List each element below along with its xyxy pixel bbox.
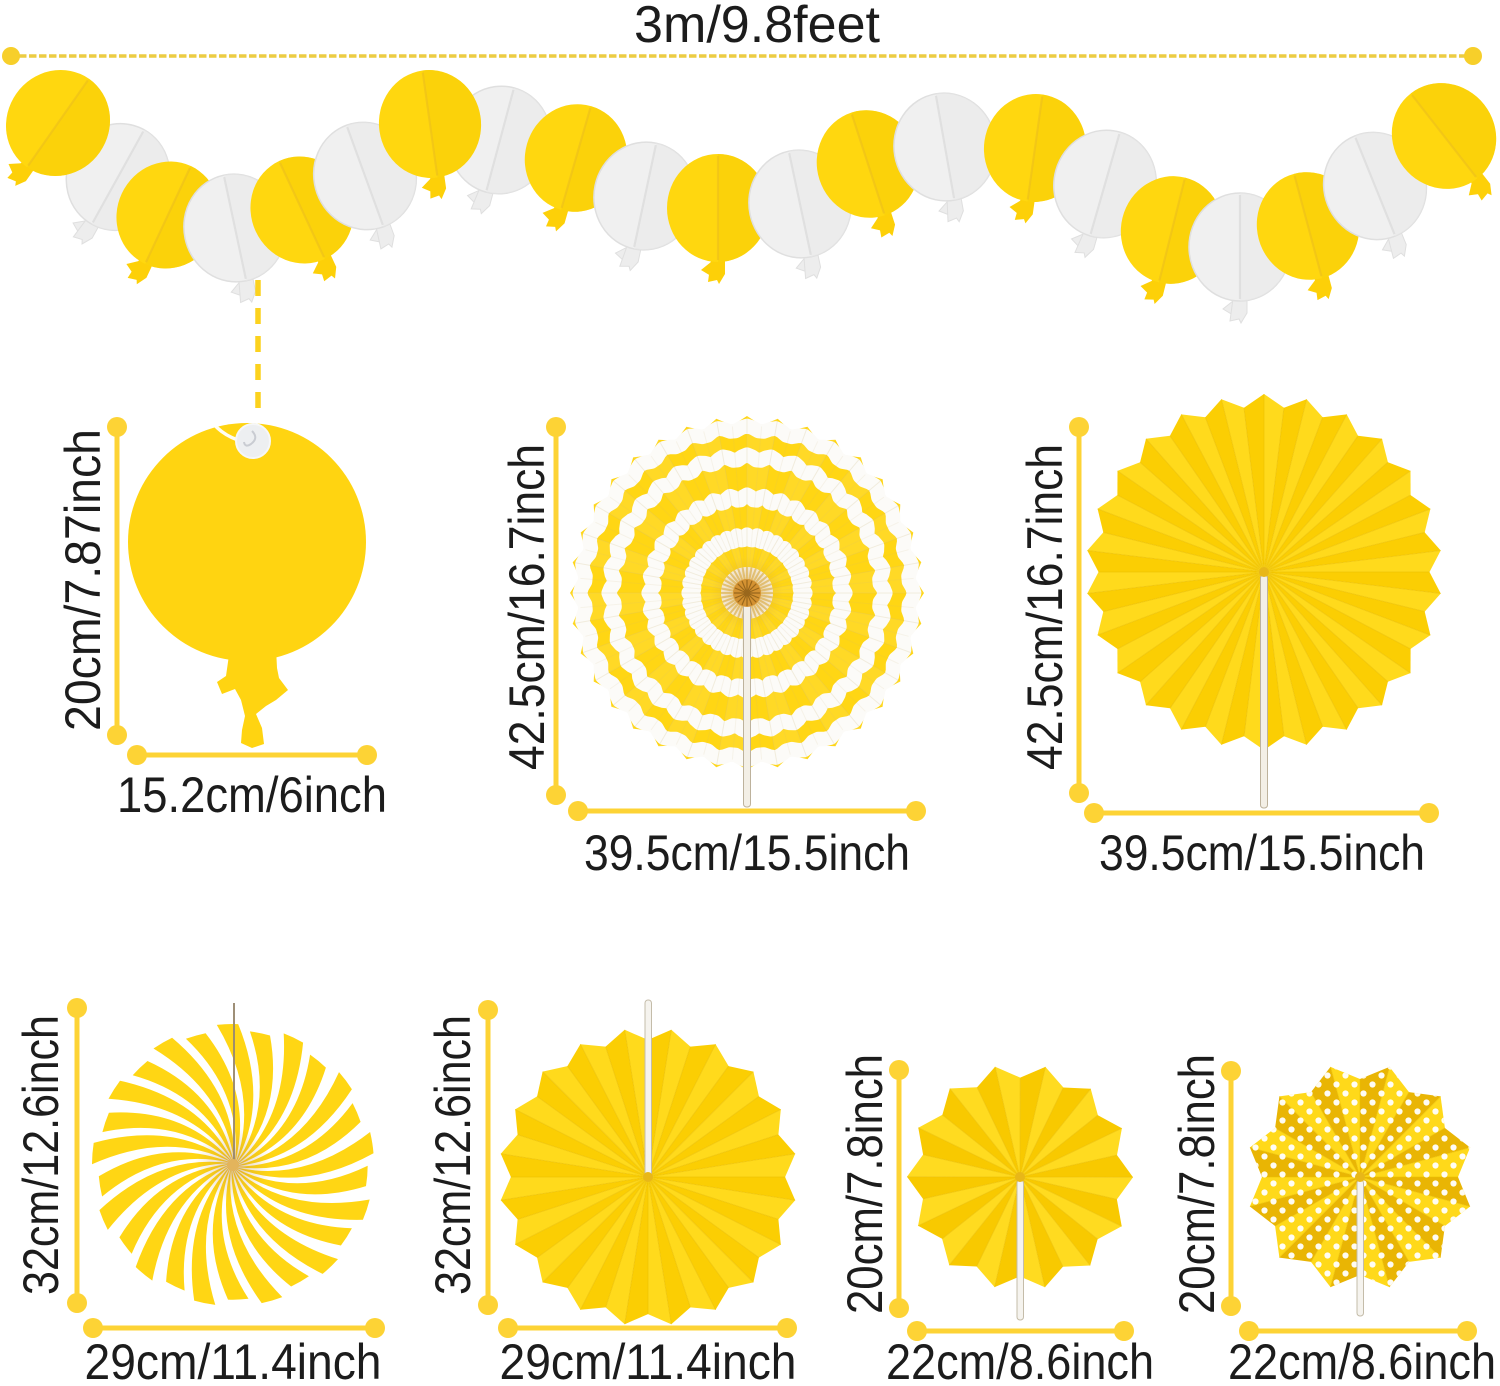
svg-text:20cm/7.87inch: 20cm/7.87inch [55,429,111,731]
svg-text:42.5cm/16.7inch: 42.5cm/16.7inch [499,444,555,770]
svg-text:22cm/8.6inch: 22cm/8.6inch [886,1334,1154,1386]
svg-text:15.2cm/6inch: 15.2cm/6inch [117,767,387,823]
svg-text:22cm/8.6inch: 22cm/8.6inch [1228,1334,1496,1386]
svg-text:29cm/11.4inch: 29cm/11.4inch [500,1334,797,1386]
svg-text:32cm/12.6inch: 32cm/12.6inch [425,1015,481,1295]
svg-text:20cm/7.8inch: 20cm/7.8inch [1169,1054,1225,1314]
svg-text:29cm/11.4inch: 29cm/11.4inch [85,1334,382,1386]
svg-text:39.5cm/15.5inch: 39.5cm/15.5inch [1099,825,1425,881]
svg-text:39.5cm/15.5inch: 39.5cm/15.5inch [584,825,910,881]
svg-text:32cm/12.6inch: 32cm/12.6inch [13,1015,69,1295]
svg-text:20cm/7.8inch: 20cm/7.8inch [837,1054,893,1314]
svg-text:3m/9.8feet: 3m/9.8feet [634,0,881,54]
svg-text:42.5cm/16.7inch: 42.5cm/16.7inch [1017,444,1073,770]
